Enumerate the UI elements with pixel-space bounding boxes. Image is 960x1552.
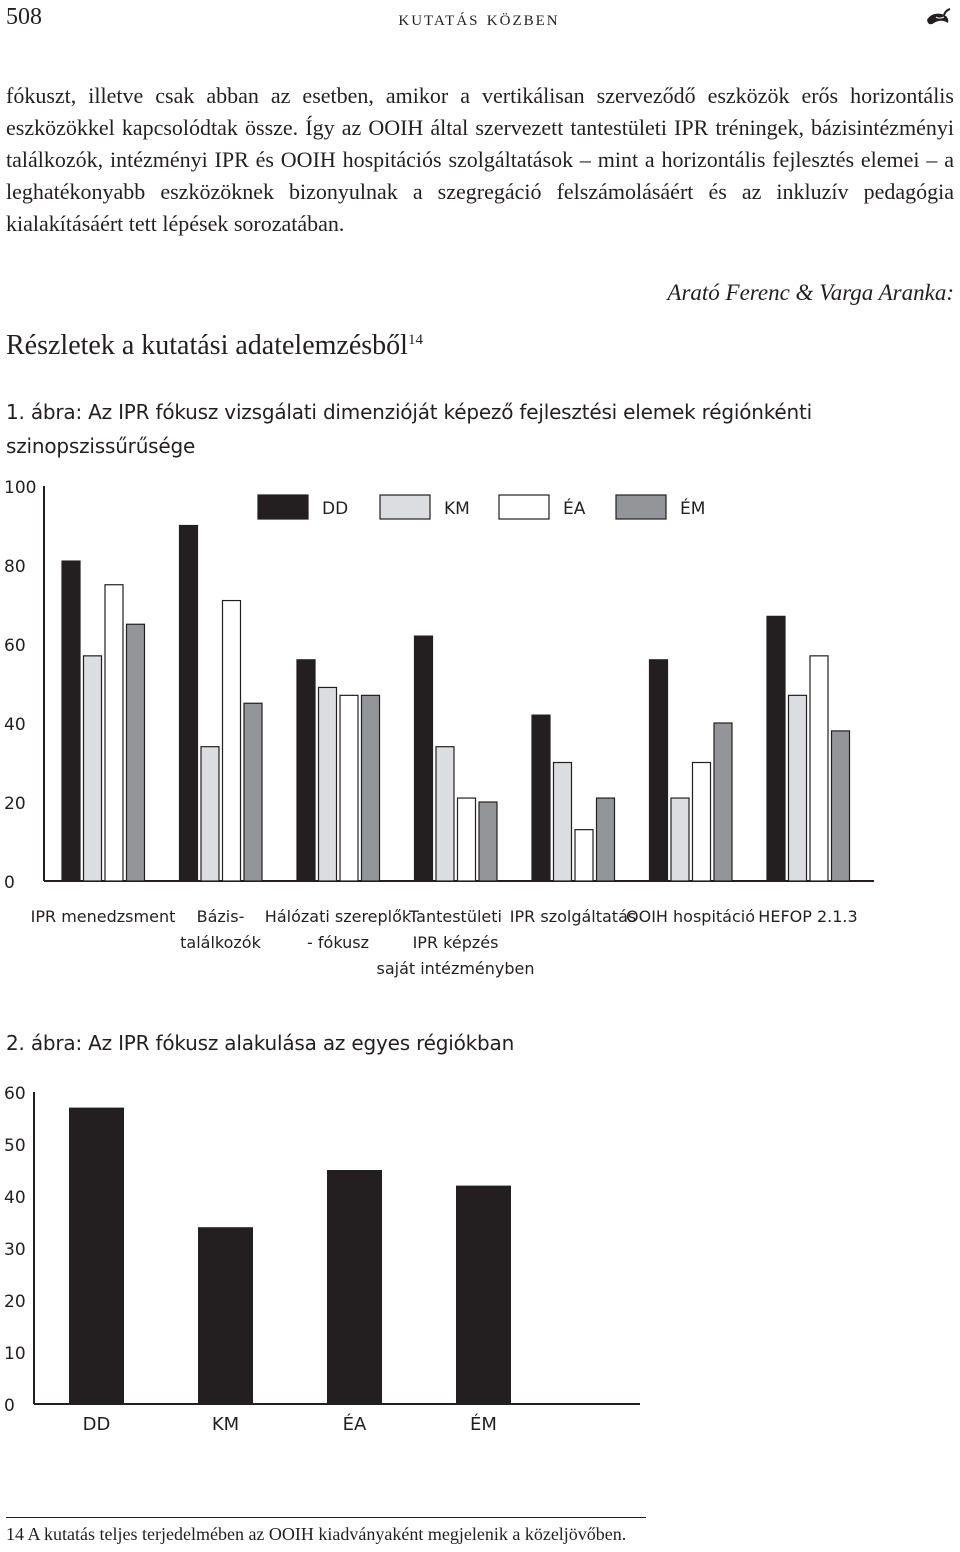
y-tick-label: 30 bbox=[4, 1240, 26, 1260]
bar-KM-3 bbox=[435, 746, 455, 882]
bar-DD-0 bbox=[61, 560, 81, 882]
y-tick-label: 60 bbox=[4, 636, 26, 656]
bar-KM-1 bbox=[200, 746, 220, 882]
bar-KM-0 bbox=[82, 655, 103, 882]
bar-DD-6 bbox=[766, 615, 786, 882]
legend-label: ÉA bbox=[563, 497, 586, 519]
category-label: KM bbox=[212, 1414, 239, 1435]
bar-ÉM bbox=[456, 1185, 511, 1404]
legend-label: DD bbox=[322, 499, 348, 519]
y-tick-label: 20 bbox=[4, 794, 26, 814]
page-number: 508 bbox=[6, 4, 42, 30]
bar-ÉA-0 bbox=[104, 584, 124, 882]
category-label: IPR menedzsment bbox=[31, 907, 176, 926]
category-label: - fókusz bbox=[307, 933, 369, 952]
legend-label: ÉM bbox=[680, 497, 705, 519]
footnote-divider bbox=[6, 1517, 646, 1518]
figure1-chart: 0 20 40 60 80 100 IPR menedzsment Bázis-találko… bbox=[4, 478, 874, 978]
legend-swatch-ÉA bbox=[498, 494, 550, 520]
bar-ÉA-4 bbox=[574, 829, 594, 882]
bar-ÉM-1 bbox=[243, 702, 263, 882]
bar-KM bbox=[198, 1227, 253, 1404]
footnote-number: 14 bbox=[6, 1524, 24, 1544]
section-title: Részletek a kutatási adatelemzésből14 bbox=[6, 330, 423, 362]
bar-DD-5 bbox=[648, 659, 669, 882]
bar-DD-2 bbox=[296, 659, 316, 882]
y-tick-label: 20 bbox=[4, 1292, 26, 1312]
bar-ÉM-5 bbox=[713, 722, 733, 882]
bar-DD-3 bbox=[413, 635, 434, 882]
figure2-caption: 2. ábra: Az IPR fókusz alakulása az egye… bbox=[6, 1031, 515, 1055]
category-label: találkozók bbox=[180, 933, 261, 952]
y-tick-label: 40 bbox=[4, 1188, 26, 1208]
category-label: Bázis- bbox=[197, 907, 245, 926]
category-label: saját intézményben bbox=[376, 959, 534, 978]
bar-ÉA bbox=[327, 1170, 382, 1404]
category-label: ÉM bbox=[470, 1413, 497, 1435]
bar-KM-4 bbox=[552, 761, 573, 882]
bar-ÉA-1 bbox=[221, 599, 242, 882]
bar-ÉM-0 bbox=[125, 623, 146, 882]
category-label: Tantestületi bbox=[408, 907, 502, 926]
y-tick-label: 0 bbox=[4, 873, 15, 893]
authors: Arató Ferenc & Varga Aranka: bbox=[667, 280, 954, 305]
footnote-reference: 14 bbox=[407, 332, 423, 348]
y-tick-label: 50 bbox=[4, 1136, 26, 1156]
y-tick-label: 80 bbox=[4, 557, 26, 577]
y-tick-label: 100 bbox=[4, 478, 36, 498]
bar-ÉA-3 bbox=[456, 797, 477, 882]
footnote: 14 A kutatás teljes terjedelmében az OOI… bbox=[6, 1524, 626, 1545]
bar-DD-1 bbox=[178, 524, 199, 882]
category-label: DD bbox=[83, 1414, 111, 1435]
legend-swatch-ÉM bbox=[615, 494, 667, 520]
category-label: IPR képzés bbox=[413, 933, 499, 952]
bar-KM-2 bbox=[317, 686, 338, 882]
category-label: OOIH hospitáció bbox=[626, 907, 755, 926]
y-tick-label: 60 bbox=[4, 1084, 26, 1104]
pepper-icon bbox=[927, 8, 951, 25]
page-header: 508 kutatás közben bbox=[6, 4, 952, 40]
figure2-chart: 0 10 20 30 40 50 60 DD KM ÉA ÉM bbox=[4, 1084, 640, 1435]
body-paragraph: fókuszt, illetve csak abban az esetben, … bbox=[6, 83, 954, 236]
bar-ÉM-3 bbox=[478, 801, 498, 882]
category-label: Hálózati szereplők bbox=[265, 907, 412, 926]
section-title-text: Részletek a kutatási adatelemzésből bbox=[6, 330, 408, 361]
running-title: kutatás közben bbox=[398, 6, 560, 30]
bar-ÉM-4 bbox=[595, 797, 616, 882]
category-label: HEFOP 2.1.3 bbox=[758, 907, 857, 926]
footnote-text: A kutatás teljes terjedelmében az OOIH k… bbox=[27, 1524, 627, 1544]
category-label: ÉA bbox=[343, 1413, 367, 1435]
body-text: fókuszt, illetve csak abban az esetben, … bbox=[6, 80, 954, 240]
bar-DD bbox=[69, 1107, 124, 1404]
bar-ÉA-5 bbox=[691, 761, 712, 882]
category-label: IPR szolgáltatás bbox=[510, 907, 636, 926]
bar-DD-4 bbox=[531, 714, 551, 882]
figure1-caption: 1. ábra: Az IPR fókusz vizsgálati dimenz… bbox=[6, 400, 812, 458]
bar-KM-5 bbox=[670, 797, 690, 882]
legend-label: KM bbox=[444, 499, 470, 519]
bar-ÉA-6 bbox=[809, 655, 829, 882]
legend-swatch-KM bbox=[379, 494, 431, 520]
bar-ÉM-6 bbox=[830, 730, 851, 882]
y-tick-label: 40 bbox=[4, 715, 26, 735]
legend-swatch-DD bbox=[257, 494, 309, 520]
y-tick-label: 0 bbox=[4, 1396, 15, 1416]
bar-ÉA-2 bbox=[339, 694, 359, 882]
y-tick-label: 10 bbox=[4, 1344, 26, 1364]
bar-ÉM-2 bbox=[360, 694, 381, 882]
bar-KM-6 bbox=[787, 694, 808, 882]
